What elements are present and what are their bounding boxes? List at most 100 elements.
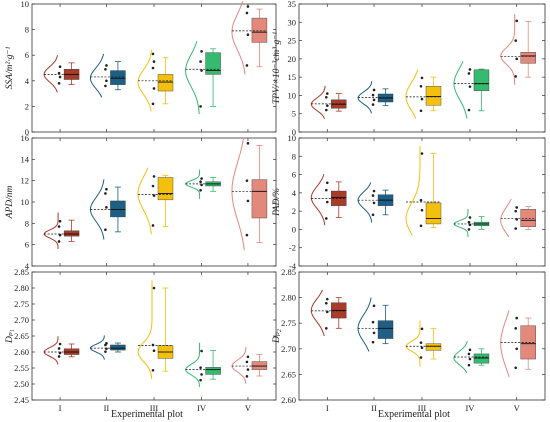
data-point xyxy=(58,65,62,69)
data-point xyxy=(246,142,250,145)
data-point xyxy=(419,224,423,228)
y-tick-label: 6 xyxy=(292,170,296,180)
data-point xyxy=(105,206,108,209)
data-point xyxy=(104,84,107,88)
data-point xyxy=(419,109,423,113)
data-point xyxy=(420,76,424,80)
data-point xyxy=(419,341,423,344)
data-point xyxy=(199,180,202,184)
box-group-I xyxy=(43,212,80,250)
density-curve xyxy=(137,280,153,379)
data-point xyxy=(371,93,375,97)
data-point xyxy=(200,177,203,180)
data-point xyxy=(468,357,472,361)
data-point xyxy=(468,223,472,227)
data-point xyxy=(420,327,424,331)
data-point xyxy=(372,201,376,205)
box xyxy=(473,69,490,91)
data-point xyxy=(200,373,203,376)
data-point xyxy=(200,183,203,187)
y-tick-label: 2.85 xyxy=(281,267,296,277)
data-point xyxy=(245,11,249,15)
data-point xyxy=(325,297,329,301)
data-point xyxy=(515,206,519,209)
y-tick-label: 14 xyxy=(21,154,30,164)
y-axis-label: PAD/% xyxy=(272,188,282,217)
data-point xyxy=(515,316,519,320)
box xyxy=(157,177,174,201)
data-point xyxy=(105,347,108,351)
y-tick-label: 2.80 xyxy=(14,283,29,293)
density-curve xyxy=(43,336,59,365)
y-tick-label: 2.70 xyxy=(14,315,29,325)
box-group-I xyxy=(310,174,347,226)
density-curve xyxy=(405,145,421,236)
x-tick-label: III xyxy=(418,403,427,413)
data-point xyxy=(371,213,375,217)
box-group-III xyxy=(137,280,174,379)
data-point xyxy=(371,340,375,344)
data-point xyxy=(325,181,329,185)
box-group-IV xyxy=(185,169,221,199)
box-group-III xyxy=(405,145,442,236)
density-curve xyxy=(357,182,373,223)
data-point xyxy=(246,199,250,203)
panel-4: -4 -2 0 2 4 6 8 10 PAD/% xyxy=(272,133,546,271)
data-point xyxy=(151,52,155,56)
data-point xyxy=(152,194,156,197)
box-group-II xyxy=(89,53,126,98)
density-curve xyxy=(137,167,152,235)
box xyxy=(110,70,126,85)
density-curve xyxy=(89,53,104,98)
y-tick-label: 2.55 xyxy=(14,363,29,373)
y-axis-label: Dₚ₂ xyxy=(272,328,282,344)
data-point xyxy=(371,194,375,197)
data-point xyxy=(57,355,61,358)
box-group-II xyxy=(357,81,394,114)
data-point xyxy=(468,348,472,352)
box xyxy=(331,190,347,206)
y-tick-label: 4 xyxy=(25,76,30,86)
y-tick-label: 2.45 xyxy=(14,395,29,405)
box xyxy=(205,367,221,375)
data-point xyxy=(199,60,202,63)
density-curve xyxy=(231,137,245,251)
data-point xyxy=(58,75,62,79)
data-point xyxy=(324,108,328,112)
data-point xyxy=(245,64,249,67)
box-group-I xyxy=(310,289,347,337)
data-point xyxy=(468,68,472,71)
data-point xyxy=(325,200,329,204)
data-point xyxy=(152,87,156,90)
y-tick-label: 2.65 xyxy=(14,331,29,341)
data-point xyxy=(246,368,250,371)
data-point xyxy=(467,108,471,112)
x-tick-label: II xyxy=(104,403,110,413)
data-point xyxy=(245,360,249,364)
box xyxy=(520,52,536,64)
data-point xyxy=(151,66,155,70)
data-point xyxy=(467,228,471,231)
data-point xyxy=(57,82,61,85)
y-tick-label: 12 xyxy=(21,176,30,186)
x-tick-label: V xyxy=(245,403,252,413)
density-curve xyxy=(43,55,58,93)
data-point xyxy=(372,189,376,193)
density-curve xyxy=(231,346,247,384)
box-group-II xyxy=(89,335,126,360)
data-point xyxy=(324,301,328,305)
data-point xyxy=(420,152,424,155)
data-point xyxy=(514,75,518,78)
y-tick-label: 8 xyxy=(292,151,296,161)
y-axis-label: Dₚ₁ xyxy=(5,329,15,344)
box-group-II xyxy=(89,179,126,240)
data-point xyxy=(246,33,250,37)
data-point xyxy=(152,60,156,63)
box-group-V xyxy=(231,346,268,384)
data-point xyxy=(468,85,472,88)
y-tick-label: 0 xyxy=(292,127,296,137)
box-group-IV xyxy=(453,340,490,374)
data-point xyxy=(104,67,107,71)
